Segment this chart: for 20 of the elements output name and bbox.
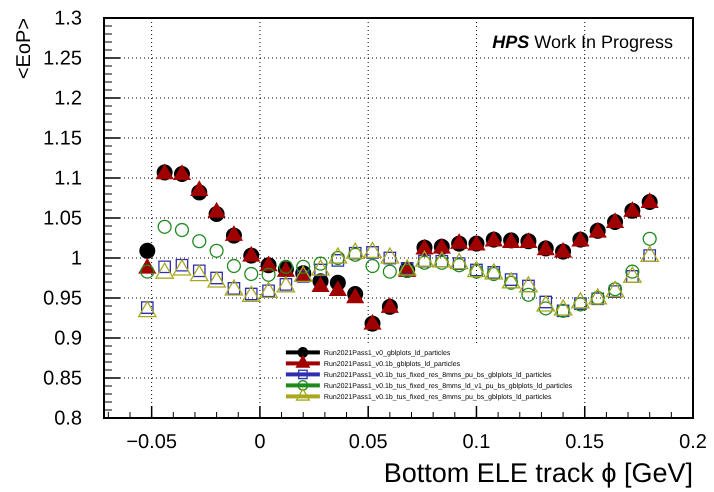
x-tick-label: 0.1 bbox=[462, 431, 490, 454]
x-tick-label: 0 bbox=[254, 431, 266, 454]
y-tick-label: 1.05 bbox=[43, 207, 82, 230]
y-axis-title: <EoP> bbox=[13, 18, 35, 80]
y-tick-label: 1.1 bbox=[54, 167, 82, 190]
y-tick-label: 0.8 bbox=[54, 407, 82, 430]
y-tick-label: 1.15 bbox=[43, 127, 82, 150]
x-axis-title: Bottom ELE track ϕ [GeV] bbox=[384, 458, 693, 488]
y-tick-label: 1 bbox=[70, 247, 82, 270]
y-tick-label: 1.25 bbox=[43, 47, 82, 70]
y-tick-label: 0.9 bbox=[54, 327, 82, 350]
y-tick-label: 1.3 bbox=[54, 7, 82, 30]
x-tick-label: 0.05 bbox=[348, 431, 388, 454]
y-tick-label: 0.95 bbox=[43, 287, 82, 310]
y-tick-label: 0.85 bbox=[43, 367, 82, 390]
annotation: HPS Work In Progress bbox=[492, 32, 673, 52]
x-tick-label: −0.05 bbox=[126, 431, 177, 454]
x-tick-label: 0.2 bbox=[679, 431, 707, 454]
x-tick-label: 0.15 bbox=[565, 431, 604, 454]
y-tick-label: 1.2 bbox=[54, 87, 82, 110]
